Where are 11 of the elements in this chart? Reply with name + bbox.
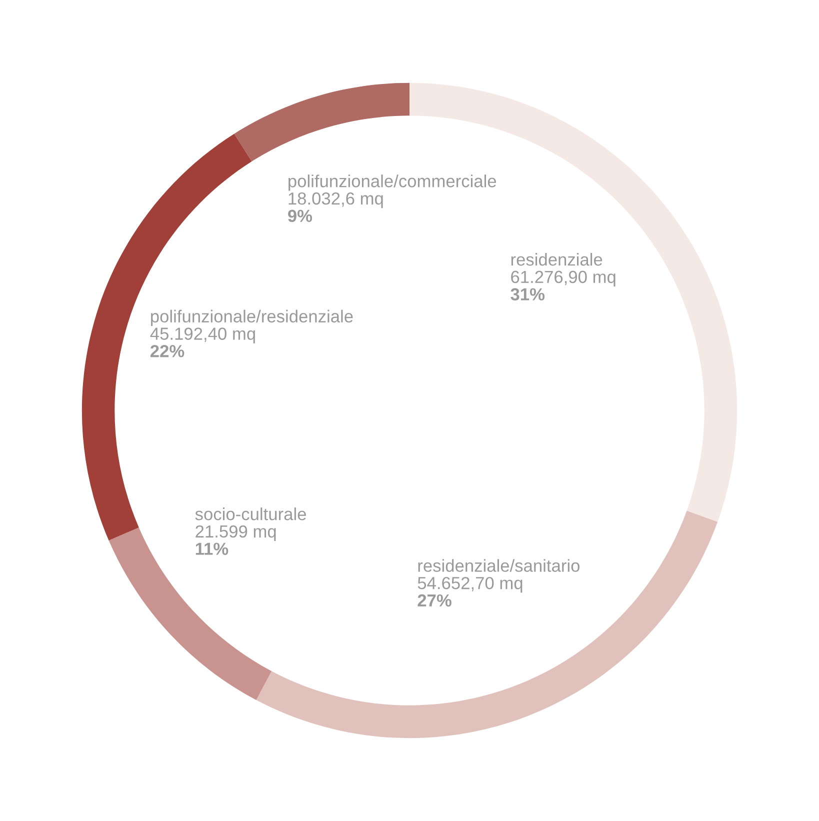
data-label: 45.192,40 mq 22% xyxy=(150,328,255,358)
donut-slice xyxy=(234,82,410,162)
slice-label: residenziale/sanitario xyxy=(418,559,580,572)
data-label: 54.652,70 mq 27% xyxy=(418,576,522,607)
slice-label: polifunzionale/commerciale xyxy=(288,174,496,191)
data-label: 21.599 mq 11% xyxy=(196,525,276,555)
data-label: 18.032,6 mq 9% xyxy=(288,192,383,222)
slice-label: residenziale xyxy=(511,252,602,266)
slice-label: socio-culturale xyxy=(195,508,306,520)
slice-label: polifunzionale/residenziale xyxy=(151,310,353,326)
data-label: 61.276,90 mq 31% xyxy=(510,270,616,300)
